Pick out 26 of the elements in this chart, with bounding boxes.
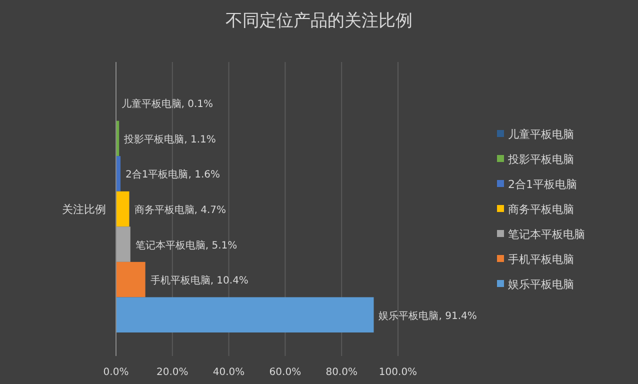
bar [116, 191, 130, 227]
legend-label: 娱乐平板电脑 [508, 278, 574, 291]
x-tick-label: 20.0% [156, 367, 188, 378]
legend-label: 手机平板电脑 [508, 253, 574, 266]
data-label: 手机平板电脑, 10.4% [150, 274, 248, 287]
bar [116, 226, 130, 262]
x-tick-label: 80.0% [326, 367, 358, 378]
data-label: 商务平板电脑, 4.7% [134, 204, 226, 216]
data-label: 儿童平板电脑, 0.1% [121, 98, 214, 110]
legend-label: 投影平板电脑 [507, 153, 574, 166]
chart-title: 不同定位产品的关注比例 [226, 11, 412, 31]
legend-label: 儿童平板电脑 [508, 128, 574, 141]
legend-label: 2合1平板电脑 [508, 178, 577, 191]
x-tick-label: 60.0% [269, 367, 302, 378]
data-label: 笔记本平板电脑, 5.1% [135, 239, 238, 252]
legend-label: 笔记本平板电脑 [508, 228, 585, 241]
data-label: 娱乐平板电脑, 91.4% [378, 310, 477, 322]
x-tick-label: 100.0% [378, 367, 418, 378]
x-tick-label: 40.0% [212, 367, 245, 378]
bar [116, 297, 374, 332]
x-tick-label: 0.0% [103, 367, 129, 378]
bar [116, 262, 146, 298]
data-label: 2合1平板电脑, 1.6% [126, 168, 220, 181]
legend-label: 商务平板电脑 [508, 203, 574, 216]
y-tick-label: 关注比例 [62, 203, 106, 216]
data-label: 投影平板电脑, 1.1% [123, 133, 216, 146]
